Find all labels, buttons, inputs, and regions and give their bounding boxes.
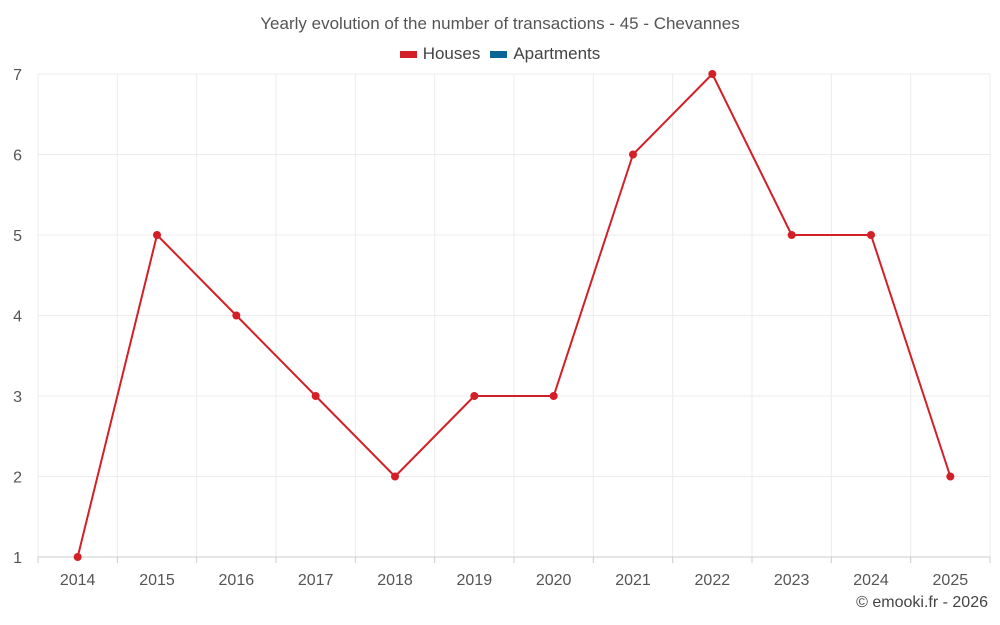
x-tick-label: 2021: [615, 572, 651, 589]
x-tick-label: 2019: [457, 572, 493, 589]
data-point: [391, 472, 399, 481]
x-tick-label: 2023: [774, 572, 810, 589]
data-point: [946, 472, 955, 481]
x-tick-label: 2025: [933, 572, 969, 589]
data-point: [470, 392, 479, 400]
x-tick-label: 2015: [139, 572, 175, 589]
y-tick-label: 6: [13, 148, 22, 165]
data-point: [629, 150, 637, 159]
y-tick-label: 7: [13, 67, 22, 84]
data-point: [708, 70, 717, 78]
legend-label-houses: Houses: [422, 44, 481, 63]
y-tick-label: 5: [13, 228, 22, 245]
data-point: [867, 231, 875, 239]
credit-text: © emooki.fr - 2026: [856, 594, 988, 611]
x-tick-label: 2018: [377, 572, 413, 589]
legend-item-apartments[interactable]: Apartments: [490, 44, 600, 64]
data-point: [73, 553, 82, 561]
legend-item-houses[interactable]: Houses: [399, 44, 481, 64]
chart-title: Yearly evolution of the number of transa…: [260, 14, 740, 33]
legend-swatch-houses: [399, 50, 417, 58]
y-tick-label: 1: [13, 550, 22, 567]
data-point: [549, 392, 558, 400]
legend-label-apartments: Apartments: [513, 44, 601, 63]
data-point: [787, 231, 796, 239]
legend: Houses Apartments: [0, 44, 1000, 64]
x-tick-label: 2014: [60, 572, 96, 589]
data-point: [232, 311, 241, 320]
series-line-houses: [76, 73, 952, 558]
legend-swatch-apartments: [490, 50, 508, 58]
x-tick-label: 2020: [536, 572, 572, 589]
x-tick-label: 2024: [853, 572, 889, 589]
data-point: [153, 231, 161, 239]
x-tick-label: 2017: [298, 572, 334, 589]
y-tick-label: 3: [13, 389, 22, 406]
x-tick-label: 2022: [695, 572, 731, 589]
y-tick-label: 2: [13, 470, 22, 487]
x-tick-label: 2016: [219, 572, 255, 589]
y-tick-label: 4: [13, 309, 22, 326]
data-point: [311, 392, 320, 400]
